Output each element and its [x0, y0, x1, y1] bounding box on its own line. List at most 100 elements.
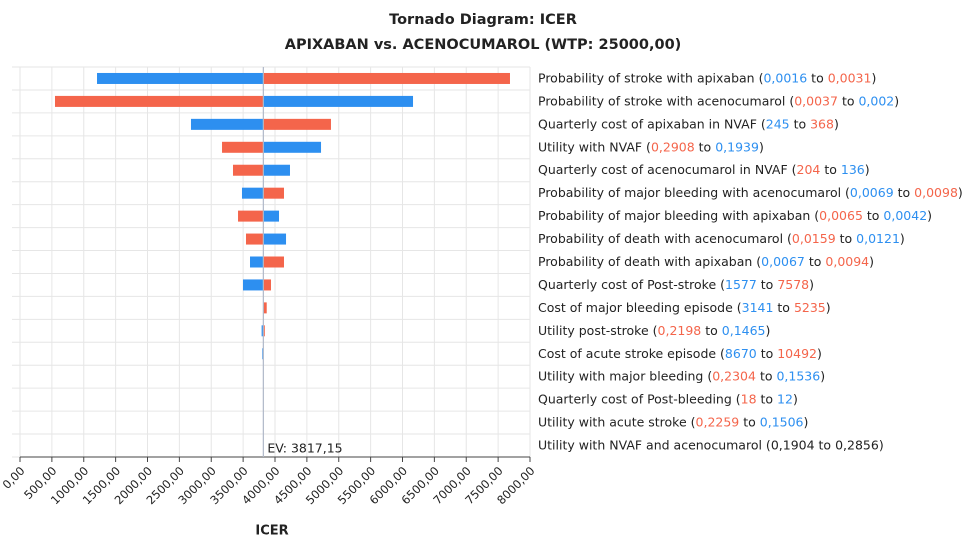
ev-label: EV: 3817,15 [267, 441, 342, 456]
label-part: 7578 [777, 276, 809, 291]
bar [263, 118, 331, 130]
bar [263, 233, 287, 245]
label-part: Probability of death with apixaban ( [538, 254, 761, 269]
label-part: Probability of major bleeding with aceno… [538, 185, 850, 200]
row-label: Probability of stroke with apixaban (0,0… [538, 70, 876, 85]
label-part: 0,2198 [658, 322, 702, 337]
label-part: 0,1536 [776, 368, 820, 383]
bar [263, 141, 322, 153]
row-label: Quarterly cost of apixaban in NVAF (245 … [538, 116, 839, 131]
bar [263, 187, 284, 199]
bar [263, 72, 510, 84]
label-part: ) [809, 276, 814, 291]
bar [263, 95, 414, 107]
label-part: Cost of acute stroke episode ( [538, 345, 725, 360]
row-label: Utility with acute stroke (0,2259 to 0,1… [538, 414, 808, 429]
label-part: to [756, 368, 777, 383]
bar [190, 118, 264, 130]
row-label: Probability of death with acenocumarol (… [538, 231, 905, 246]
bar [238, 210, 264, 222]
label-part: 0,1506 [760, 414, 804, 429]
label-part: 0,0094 [825, 254, 869, 269]
label-part: 0,2856 [835, 437, 879, 452]
row-label: Utility with NVAF (0,2908 to 0,1939) [538, 139, 764, 154]
label-part: to [807, 70, 828, 85]
label-part: to [773, 299, 794, 314]
label-part: to [757, 391, 778, 406]
row-label: Probability of major bleeding with aceno… [538, 185, 963, 200]
label-part: ) [879, 437, 884, 452]
label-part: ) [793, 391, 798, 406]
label-part: Probability of stroke with acenocumarol … [538, 93, 794, 108]
label-part: to [757, 345, 778, 360]
label-part: 0,0159 [792, 231, 836, 246]
label-part: Quarterly cost of acenocumarol in NVAF ( [538, 162, 797, 177]
bar [263, 279, 271, 291]
row-label: Utility with major bleeding (0,2304 to 0… [538, 368, 825, 383]
row-label: Quarterly cost of Post-bleeding (18 to 1… [538, 391, 798, 406]
label-part: Cost of major bleeding episode ( [538, 299, 742, 314]
label-part: ) [894, 93, 899, 108]
label-part: ) [834, 116, 839, 131]
label-part: Utility post-stroke ( [538, 322, 658, 337]
label-part: to [836, 231, 857, 246]
label-part: ) [871, 70, 876, 85]
label-part: 3141 [742, 299, 774, 314]
label-part: ) [865, 162, 870, 177]
label-part: to [790, 116, 811, 131]
label-part: 8670 [725, 345, 757, 360]
label-part: 0,2304 [712, 368, 756, 383]
x-axis-label: ICER [255, 524, 288, 538]
label-part: 0,0042 [883, 208, 927, 223]
bar [263, 256, 284, 268]
label-part: 0,1465 [722, 322, 766, 337]
label-part: Probability of major bleeding with apixa… [538, 208, 819, 223]
chart-subtitle: APIXABAN vs. ACENOCUMAROL (WTP: 25000,00… [285, 37, 682, 53]
label-part: to [894, 185, 915, 200]
bar [245, 233, 264, 245]
label-part: to [863, 208, 884, 223]
row-label: Utility post-stroke (0,2198 to 0,1465) [538, 322, 770, 337]
row-label: Quarterly cost of Post-stroke (1577 to 7… [538, 276, 814, 291]
label-part: 245 [766, 116, 790, 131]
label-part: 0,2259 [696, 414, 740, 429]
label-part: 1577 [725, 276, 757, 291]
label-part: ) [927, 208, 932, 223]
bar [250, 256, 264, 268]
label-part: 0,0069 [850, 185, 894, 200]
label-part: Quarterly cost of apixaban in NVAF ( [538, 116, 766, 131]
bar [263, 325, 265, 337]
row-label: Probability of stroke with acenocumarol … [538, 93, 899, 108]
label-part: to [820, 162, 841, 177]
label-part: 0,0031 [828, 70, 872, 85]
label-part: Utility with major bleeding ( [538, 368, 712, 383]
bar [263, 164, 290, 176]
row-label: Cost of major bleeding episode (3141 to … [538, 299, 831, 314]
row-label: Probability of major bleeding with apixa… [538, 208, 932, 223]
label-part: ) [804, 414, 809, 429]
label-part: ) [759, 139, 764, 154]
bar [241, 187, 264, 199]
label-part: 5235 [794, 299, 826, 314]
bar [261, 325, 264, 337]
bar [242, 279, 264, 291]
x-tick-label: 0,00 [0, 464, 28, 492]
label-part: Utility with NVAF ( [538, 139, 651, 154]
label-part: ) [958, 185, 963, 200]
chart-title: Tornado Diagram: ICER [389, 12, 577, 28]
label-part: Utility with NVAF and acenocumarol ( [538, 437, 771, 452]
label-part: to [815, 437, 836, 452]
label-part: 0,002 [858, 93, 894, 108]
label-part: ) [817, 345, 822, 360]
label-part: to [695, 139, 716, 154]
label-part: Probability of stroke with apixaban ( [538, 70, 763, 85]
label-part: Utility with acute stroke ( [538, 414, 696, 429]
label-part: 0,1939 [715, 139, 759, 154]
label-part: ) [869, 254, 874, 269]
label-part: to [757, 276, 778, 291]
label-part: 136 [841, 162, 865, 177]
label-part: 0,1904 [771, 437, 815, 452]
label-part: 0,0016 [763, 70, 807, 85]
